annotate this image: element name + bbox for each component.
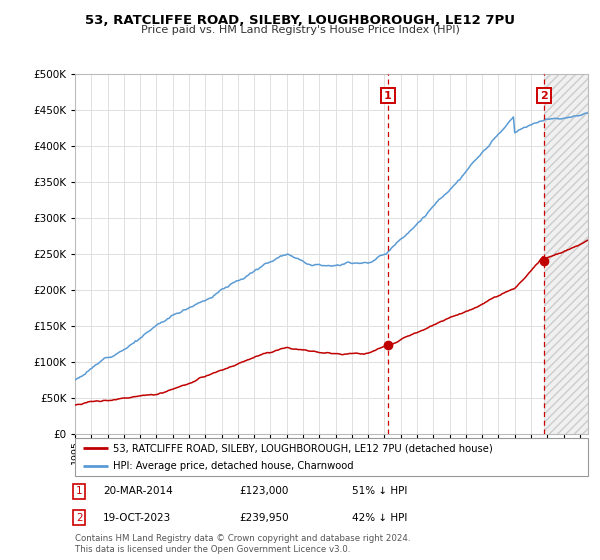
Text: HPI: Average price, detached house, Charnwood: HPI: Average price, detached house, Char… <box>113 461 354 471</box>
Text: 1: 1 <box>76 487 82 496</box>
Text: 1: 1 <box>384 91 392 101</box>
Text: 53, RATCLIFFE ROAD, SILEBY, LOUGHBOROUGH, LE12 7PU: 53, RATCLIFFE ROAD, SILEBY, LOUGHBOROUGH… <box>85 14 515 27</box>
Text: 42% ↓ HPI: 42% ↓ HPI <box>352 512 407 522</box>
Text: Price paid vs. HM Land Registry's House Price Index (HPI): Price paid vs. HM Land Registry's House … <box>140 25 460 35</box>
Text: 2: 2 <box>76 512 82 522</box>
Text: 2: 2 <box>540 91 548 101</box>
Text: 51% ↓ HPI: 51% ↓ HPI <box>352 487 407 496</box>
Text: 19-OCT-2023: 19-OCT-2023 <box>103 512 172 522</box>
Text: Contains HM Land Registry data © Crown copyright and database right 2024.
This d: Contains HM Land Registry data © Crown c… <box>75 534 410 554</box>
Text: £123,000: £123,000 <box>239 487 289 496</box>
Text: 20-MAR-2014: 20-MAR-2014 <box>103 487 173 496</box>
Text: £239,950: £239,950 <box>239 512 289 522</box>
Text: 53, RATCLIFFE ROAD, SILEBY, LOUGHBOROUGH, LE12 7PU (detached house): 53, RATCLIFFE ROAD, SILEBY, LOUGHBOROUGH… <box>113 443 493 453</box>
